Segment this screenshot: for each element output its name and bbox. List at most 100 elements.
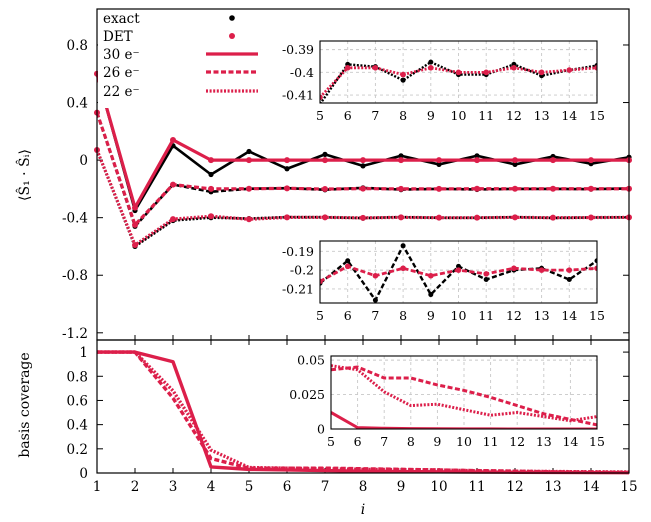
legend-marker <box>229 15 235 21</box>
x-tick-label: 11 <box>478 308 494 323</box>
x-tick-label: 8 <box>399 308 407 323</box>
plot-frame <box>96 339 630 474</box>
x-tick-label: 15 <box>620 479 637 495</box>
det-data-point <box>322 186 328 193</box>
det-data-point <box>588 157 594 164</box>
y-tick-label: -0.4 <box>290 65 314 80</box>
exact-data-point <box>345 258 351 264</box>
det-data-point <box>594 265 597 272</box>
y-tick-label: -0.2 <box>290 263 314 278</box>
det-data-point <box>322 157 328 164</box>
x-tick-label: 12 <box>506 108 522 123</box>
y-axis-label: ⟨Ŝ₁ · Ŝᵢ⟩ <box>15 149 33 201</box>
inset-22e-panel: 5 6 7 8 9 10 11 12 13 14 15 -0.39 -0.4 -0.41 <box>282 40 605 123</box>
det-data-point <box>455 69 462 76</box>
y-tick-label: -0.8 <box>62 268 88 284</box>
x-tick-label: 13 <box>536 434 552 449</box>
y-tick-label: 0.4 <box>67 418 88 434</box>
x-tick-label: 13 <box>534 308 550 323</box>
x-tick-label: 15 <box>589 434 605 449</box>
legend-label: 26 e⁻ <box>103 65 140 81</box>
x-tick-label: 6 <box>354 434 362 449</box>
det-data-point <box>400 71 406 78</box>
x-tick-label: 14 <box>561 108 577 123</box>
coverage-series-line <box>97 350 630 474</box>
inset-26e-frame <box>319 240 598 304</box>
exact-data-point <box>284 166 290 172</box>
x-tick-label: 6 <box>344 308 352 323</box>
x-tick-label: 6 <box>344 108 352 123</box>
x-tick-label: 11 <box>468 479 485 495</box>
det-data-point <box>550 214 556 221</box>
det-series-line <box>95 112 629 227</box>
det-data-point <box>246 157 252 164</box>
exact-data-point <box>246 148 252 155</box>
y-tick-label: 0.8 <box>67 38 88 54</box>
det-data-point <box>566 267 573 273</box>
det-data-point <box>474 214 480 221</box>
det-data-point <box>588 214 594 221</box>
x-tick-label: 9 <box>433 434 441 449</box>
x-tick-label: 15 <box>589 108 605 123</box>
x-tick-label: 12 <box>506 308 522 323</box>
det-data-point <box>398 185 404 192</box>
x-tick-label: 6 <box>283 479 292 495</box>
y-tick-label: -1.2 <box>62 326 88 342</box>
x-tick-label: 2 <box>131 479 140 495</box>
inset-22e-frame <box>319 40 598 104</box>
x-tick-label: 14 <box>561 308 577 323</box>
x-tick-label: 13 <box>534 108 550 123</box>
det-data-point <box>483 69 490 76</box>
x-tick-label: 7 <box>380 434 388 449</box>
exact-data-point <box>594 258 597 264</box>
exact-data-point <box>456 263 461 269</box>
det-data-point <box>320 94 323 101</box>
x-tick-label: 9 <box>397 479 406 495</box>
det-data-point <box>455 267 462 273</box>
x-tick-label: 15 <box>589 308 605 323</box>
x-tick-label: 7 <box>321 479 330 495</box>
det-data-point <box>538 69 545 76</box>
y-tick-label: 0 <box>79 153 88 169</box>
x-tick-label: 5 <box>316 308 324 323</box>
y-axis-label: basis coverage <box>17 352 33 457</box>
det-data-point <box>398 157 404 164</box>
det-data-point <box>344 263 351 270</box>
det-data-point <box>474 157 480 164</box>
x-tick-label: 4 <box>207 479 216 495</box>
x-tick-label: 10 <box>430 479 447 495</box>
y-tick-label: 1 <box>79 345 88 361</box>
legend-label: DET <box>103 29 133 45</box>
det-data-point <box>344 65 351 71</box>
y-tick-label: 0.05 <box>297 353 325 368</box>
y-tick-label: 0.6 <box>67 393 88 409</box>
x-axis-label: i <box>361 502 365 518</box>
det-data-point <box>436 185 442 192</box>
exact-data-point <box>400 77 406 83</box>
x-tick-label: 8 <box>407 434 415 449</box>
x-tick-label: 5 <box>245 479 254 495</box>
exact-data-point <box>398 153 404 159</box>
coverage-series-line <box>97 350 630 475</box>
det-data-point <box>208 157 214 164</box>
x-tick-label: 9 <box>427 308 435 323</box>
det-data-point <box>594 65 597 71</box>
det-data-point <box>511 265 517 272</box>
y-tick-label: 0.2 <box>67 442 88 458</box>
exact-data-point <box>566 277 572 283</box>
det-data-point <box>550 157 556 164</box>
det-data-point <box>360 185 366 192</box>
x-tick-label: 8 <box>359 479 368 495</box>
det-data-point <box>284 157 290 164</box>
x-tick-label: 13 <box>544 479 561 495</box>
inset-26e-data <box>320 243 597 303</box>
legend: exact DET 30 e⁻ 26 e⁻ 22 e⁻ <box>98 10 258 108</box>
det-data-point <box>372 272 379 279</box>
x-tick-label: 14 <box>562 434 578 449</box>
axis-labels: ⟨Ŝ₁ · Ŝᵢ⟩ basis coverage i <box>15 149 365 518</box>
det-data-point <box>132 242 138 249</box>
x-tick-label: 8 <box>399 108 407 123</box>
det-data-point <box>208 185 214 192</box>
det-data-point <box>512 214 518 221</box>
det-data-point <box>511 65 517 71</box>
